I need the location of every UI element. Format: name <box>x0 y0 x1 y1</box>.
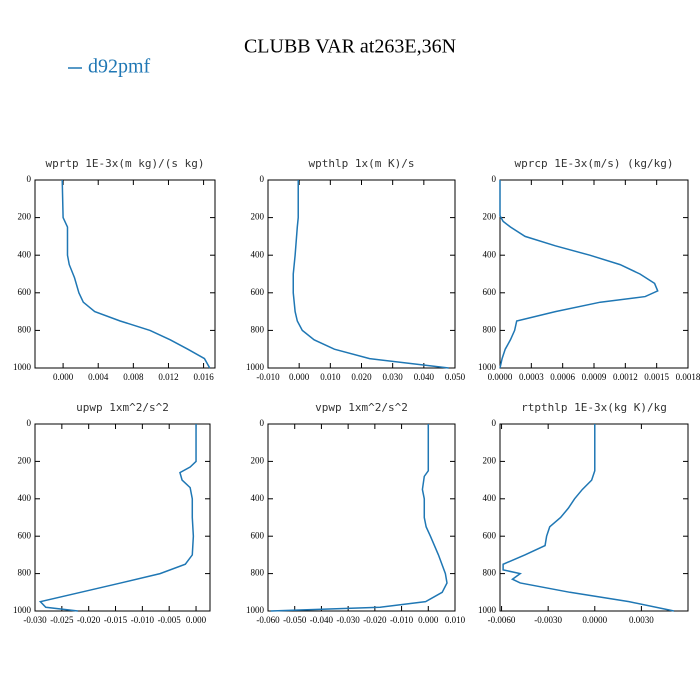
y-tick-label: 400 <box>251 249 265 259</box>
x-tick-label: 0.0006 <box>550 372 575 382</box>
y-tick-label: 800 <box>483 324 497 334</box>
x-tick-label: 0.0000 <box>488 372 513 382</box>
x-tick-label: 0.0018 <box>676 372 700 382</box>
x-tick-label: 0.004 <box>88 372 109 382</box>
y-tick-label: 800 <box>483 568 497 578</box>
x-tick-label: 0.010 <box>445 615 466 625</box>
y-tick-label: 1000 <box>246 362 265 372</box>
y-tick-label: 0 <box>27 174 32 184</box>
profile-line <box>61 179 211 369</box>
y-tick-label: 200 <box>251 455 265 465</box>
x-tick-label: -0.020 <box>363 615 387 625</box>
profile-line <box>292 180 449 369</box>
y-tick-label: 600 <box>251 287 265 297</box>
x-tick-label: -0.025 <box>50 615 74 625</box>
x-tick-label: -0.005 <box>158 615 182 625</box>
plot-frame <box>267 423 456 612</box>
x-tick-label: 0.000 <box>418 615 439 625</box>
x-tick-label: 0.040 <box>414 372 435 382</box>
y-tick-label: 0 <box>492 418 497 428</box>
y-tick-label: 200 <box>483 212 497 222</box>
y-tick-label: 1000 <box>13 362 32 372</box>
profile-line <box>270 424 448 612</box>
y-tick-label: 400 <box>251 493 265 503</box>
y-tick-label: 0 <box>260 418 265 428</box>
profile-line <box>499 180 659 369</box>
x-tick-label: -0.040 <box>310 615 334 625</box>
y-tick-label: 0 <box>260 174 265 184</box>
x-tick-label: 0.0030 <box>629 615 654 625</box>
x-tick-label: -0.0030 <box>534 615 562 625</box>
y-tick-label: 400 <box>18 493 32 503</box>
panel-title: rtpthlp 1E-3x(kg K)/kg <box>521 401 667 414</box>
panel-title: upwp 1xm^2/s^2 <box>76 401 169 414</box>
x-tick-label: 0.000 <box>186 615 207 625</box>
x-tick-label: 0.0000 <box>582 615 607 625</box>
x-tick-label: -0.020 <box>77 615 101 625</box>
x-tick-label: 0.016 <box>193 372 214 382</box>
x-tick-label: 0.0012 <box>613 372 638 382</box>
y-tick-label: 400 <box>483 249 497 259</box>
y-tick-label: 600 <box>483 530 497 540</box>
x-tick-label: -0.0060 <box>488 615 516 625</box>
y-tick-label: 0 <box>27 418 32 428</box>
y-tick-label: 1000 <box>246 605 265 615</box>
x-tick-label: -0.010 <box>390 615 414 625</box>
panel-title: wpthlp 1x(m K)/s <box>309 157 415 170</box>
x-tick-label: 0.010 <box>320 372 341 382</box>
y-tick-label: 600 <box>251 530 265 540</box>
plot-frame <box>267 179 456 369</box>
y-tick-label: 1000 <box>478 362 497 372</box>
y-tick-label: 800 <box>251 324 265 334</box>
plot-frame <box>34 179 216 369</box>
x-tick-label: 0.020 <box>351 372 372 382</box>
legend-label: d92pmf <box>88 56 151 78</box>
panel-title: vpwp 1xm^2/s^2 <box>315 401 408 414</box>
plot-frame <box>499 179 689 369</box>
y-tick-label: 800 <box>18 324 32 334</box>
y-tick-label: 600 <box>483 287 497 297</box>
x-tick-label: 0.008 <box>123 372 144 382</box>
plot-frame <box>499 423 689 612</box>
y-tick-label: 1000 <box>478 605 497 615</box>
y-tick-label: 200 <box>251 212 265 222</box>
panel-title: wprcp 1E-3x(m/s) (kg/kg) <box>515 157 674 170</box>
x-tick-label: -0.010 <box>256 372 280 382</box>
y-tick-label: 200 <box>18 455 32 465</box>
y-tick-label: 800 <box>18 568 32 578</box>
x-tick-label: -0.030 <box>23 615 47 625</box>
y-tick-label: 600 <box>18 530 32 540</box>
y-tick-label: 800 <box>251 568 265 578</box>
y-tick-label: 0 <box>492 174 497 184</box>
x-tick-label: 0.012 <box>158 372 178 382</box>
y-tick-label: 1000 <box>13 605 32 615</box>
panel-title: wprtp 1E-3x(m kg)/(s kg) <box>46 157 205 170</box>
x-tick-label: -0.050 <box>283 615 307 625</box>
y-tick-label: 200 <box>483 455 497 465</box>
x-tick-label: -0.060 <box>256 615 280 625</box>
x-tick-label: 0.030 <box>383 372 404 382</box>
y-tick-label: 600 <box>18 287 32 297</box>
x-tick-label: 0.0009 <box>582 372 607 382</box>
x-tick-label: 0.000 <box>53 372 74 382</box>
plot-frame <box>34 423 211 612</box>
profile-line <box>38 424 197 612</box>
figure-title: CLUBB VAR at263E,36N <box>244 36 456 58</box>
profile-line <box>502 424 675 612</box>
y-tick-label: 400 <box>18 249 32 259</box>
x-tick-label: -0.010 <box>131 615 155 625</box>
y-tick-label: 400 <box>483 493 497 503</box>
x-tick-label: 0.0015 <box>644 372 669 382</box>
x-tick-label: 0.050 <box>445 372 466 382</box>
y-tick-label: 200 <box>18 212 32 222</box>
x-tick-label: 0.000 <box>289 372 310 382</box>
x-tick-label: -0.015 <box>104 615 128 625</box>
x-tick-label: -0.030 <box>337 615 361 625</box>
x-tick-label: 0.0003 <box>519 372 544 382</box>
